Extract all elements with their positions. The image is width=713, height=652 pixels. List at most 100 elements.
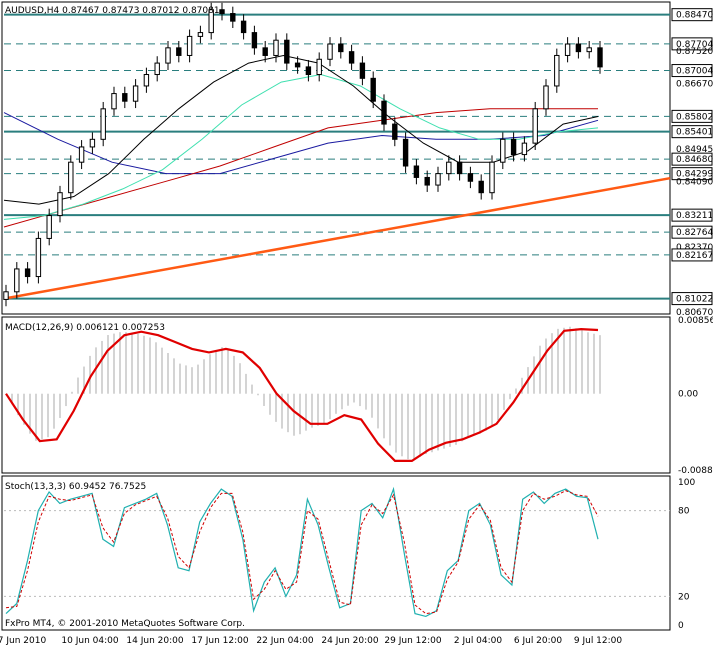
price-level-tag: [671, 37, 713, 51]
price-tick-label: 0.83211: [676, 211, 713, 221]
candle-body: [435, 173, 441, 186]
time-tick-label: 22 Jun 04:00: [256, 636, 313, 646]
candle-body: [68, 161, 74, 194]
candle-body: [564, 43, 571, 56]
price-tick-label: 0.82370: [676, 243, 713, 253]
trendline[interactable]: [3, 176, 671, 300]
price-panel[interactable]: AUDUSD,H4 0.87467 0.87473 0.87012 0.8708…: [1, 1, 671, 315]
stochastic-panel-title: Stoch(13,3,3) 60.9452 76.7525: [5, 482, 146, 492]
macd-signal-line: [5, 327, 599, 462]
candle-body: [46, 215, 52, 239]
price-tick-label: 0.85802: [676, 112, 713, 122]
time-tick-label: 7 Jun 2010: [0, 636, 46, 646]
price-level-tag: [671, 64, 713, 78]
price-level-tag: [671, 248, 713, 262]
time-tick-label: 29 Jun 12:00: [384, 636, 441, 646]
stochastic-panel-frame: [1, 475, 671, 631]
candle-body: [100, 108, 106, 140]
candle-body: [424, 176, 430, 186]
candle-body: [500, 138, 506, 163]
price-tick-label: 0.87004: [676, 67, 713, 77]
candle-body: [316, 58, 322, 76]
candle-body: [251, 32, 258, 49]
candle-body: [176, 47, 182, 56]
candle-body: [381, 100, 387, 125]
candle-body: [586, 47, 592, 53]
stochastic-main-line: [5, 486, 599, 618]
stochastic-tick-label: 20: [678, 592, 690, 602]
price-level-tag: [671, 292, 713, 306]
candle-body: [402, 138, 409, 167]
trendline-segment[interactable]: [3, 176, 671, 300]
macd-panel-title: MACD(12,26,9) 0.006121 0.007253: [5, 323, 165, 333]
macd-tick-label: -0.00886: [678, 466, 713, 476]
candle-body: [24, 268, 31, 278]
candle-body: [230, 13, 236, 22]
time-tick-label: 6 Jul 20:00: [514, 636, 563, 646]
ma-aqua-line: [3, 73, 599, 220]
candle-body: [478, 180, 484, 194]
price-tick-label: 0.80670: [676, 308, 713, 318]
macd-histogram: [11, 326, 601, 460]
candle-body: [305, 66, 312, 76]
price-level-tag: [671, 109, 713, 123]
stochastic-axis: 100 80 20 0: [678, 478, 695, 631]
candlesticks: [3, 2, 603, 307]
time-axis: 7 Jun 2010 10 Jun 04:00 14 Jun 20:00 17 Jun…: [0, 636, 622, 646]
macd-tick-label: 0.00: [678, 390, 698, 400]
candle-body: [197, 32, 204, 37]
price-tick-label: 0.84090: [676, 178, 713, 188]
price-level-tag: [671, 208, 713, 222]
price-level-tag: [671, 125, 713, 139]
candle-body: [35, 237, 42, 278]
candle-body: [554, 54, 560, 87]
candle-body: [413, 165, 420, 178]
candle-body: [273, 39, 279, 56]
stochastic-panel[interactable]: Stoch(13,3,3) 60.9452 76.7525 FxPro MT4,…: [1, 475, 671, 631]
price-panel-title: AUDUSD,H4 0.87467 0.87473 0.87012 0.8708…: [5, 6, 220, 16]
support-resistance-levels: [4, 13, 670, 300]
candle-body: [3, 291, 9, 300]
candle-body: [521, 142, 528, 156]
candle-body: [89, 138, 96, 148]
candle-body: [57, 192, 63, 217]
candle-body: [489, 161, 495, 194]
candle-body: [327, 43, 333, 60]
stochastic-tick-label: 80: [678, 507, 690, 517]
candle-body: [294, 62, 301, 68]
candle-body: [122, 93, 128, 102]
candle-body: [208, 9, 214, 34]
price-level-tag: [671, 167, 713, 181]
moving-averages: [3, 54, 599, 228]
macd-panel-frame: [1, 316, 671, 474]
time-tick-label: 24 Jun 20:00: [321, 636, 378, 646]
price-tick-label: 0.82764: [676, 228, 713, 238]
macd-tick-label: 0.00856: [678, 316, 713, 326]
ma-blue-line: [3, 112, 599, 175]
macd-panel[interactable]: MACD(12,26,9) 0.006121 0.007253: [1, 316, 671, 474]
price-tick-label: 0.88470: [676, 11, 713, 21]
candle-body: [219, 9, 225, 15]
price-level-tag: [671, 8, 713, 22]
candle-body: [262, 47, 268, 56]
stochastic-lines: [4, 486, 670, 618]
candle-body: [446, 161, 452, 175]
candle-body: [78, 146, 85, 163]
time-tick-label: 9 Jul 12:00: [574, 636, 623, 646]
candle-body: [132, 85, 139, 102]
candle-body: [456, 161, 463, 175]
price-tick-label: 0.84945: [676, 145, 713, 155]
candle-body: [597, 47, 603, 68]
candle-body: [143, 74, 150, 87]
macd-axis: 0.00856 0.00 -0.00886: [678, 316, 713, 476]
candle-body: [14, 268, 20, 293]
copyright-footer: FxPro MT4, © 2001-2010 MetaQuotes Softwa…: [5, 619, 245, 629]
candle-body: [186, 35, 193, 56]
candle-body: [543, 85, 549, 110]
candle-body: [111, 93, 117, 110]
candle-body: [348, 51, 355, 64]
stochastic-signal-line: [5, 490, 599, 615]
time-tick-label: 17 Jun 12:00: [191, 636, 248, 646]
